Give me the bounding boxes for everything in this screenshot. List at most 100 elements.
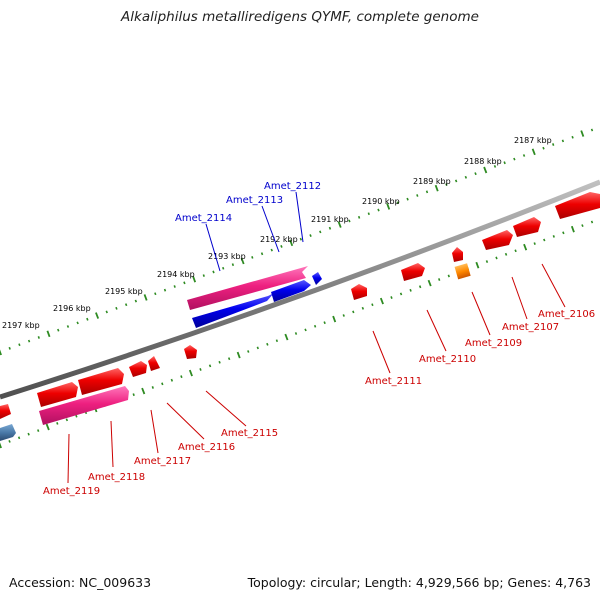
- outer-track-major-tick: [192, 275, 197, 283]
- inner-track-minor-tick: [361, 306, 365, 310]
- inner-track-minor-tick: [27, 432, 30, 436]
- gene-arrow-amet-2119[interactable]: [39, 386, 129, 425]
- outer-track-minor-tick: [37, 336, 40, 339]
- outer-track-major-tick: [240, 257, 245, 265]
- inner-track-minor-tick: [275, 339, 279, 343]
- gene-label-amet-2107[interactable]: Amet_2107: [502, 322, 559, 333]
- inner-track-major-tick: [427, 279, 432, 287]
- ruler-label-2193: 2193 kbp: [208, 252, 246, 261]
- inner-track-major-tick: [0, 442, 2, 449]
- inner-track-minor-tick: [447, 274, 450, 278]
- inner-track-minor-tick: [208, 364, 212, 368]
- gene-label-amet-2115[interactable]: Amet_2115: [221, 428, 278, 439]
- gene-arrow-amet-2118b[interactable]: [37, 382, 78, 407]
- inner-track-minor-tick: [399, 292, 403, 296]
- outer-track-minor-tick: [348, 219, 351, 223]
- outer-track-major-tick: [95, 312, 100, 319]
- outer-track-minor-tick: [406, 197, 409, 201]
- inner-track-minor-tick: [390, 296, 393, 299]
- outer-track-major-tick: [0, 349, 2, 356]
- inner-track-minor-tick: [227, 357, 231, 361]
- outer-track-minor-tick: [377, 208, 380, 212]
- gene-label-amet-2114[interactable]: Amet_2114: [175, 213, 232, 224]
- gene-label-amet-2111[interactable]: Amet_2111: [365, 376, 422, 387]
- outer-track-minor-tick: [357, 215, 361, 219]
- genome-backbone: [0, 179, 600, 400]
- gene-arrow-amet-2106[interactable]: [555, 192, 600, 219]
- outer-track-minor-tick: [454, 179, 458, 183]
- outer-track-minor-tick: [222, 266, 225, 270]
- inner-track-minor-tick: [218, 360, 221, 364]
- inner-track-major-tick: [523, 243, 528, 251]
- gene-arrow-amet-2112[interactable]: [187, 266, 308, 310]
- inner-track-minor-tick: [514, 249, 517, 253]
- gene-label-amet-2117[interactable]: Amet_2117: [134, 456, 191, 467]
- outer-track-major-tick: [289, 239, 294, 247]
- gene-label-amet-2112[interactable]: Amet_2112: [264, 181, 321, 192]
- outer-track-minor-tick: [328, 226, 332, 230]
- ruler-label-2194: 2194 kbp: [157, 270, 195, 279]
- inner-track-minor-tick: [409, 288, 412, 292]
- inner-track-minor-tick: [170, 378, 174, 382]
- gene-label-amet-2116[interactable]: Amet_2116: [178, 442, 235, 453]
- outer-track-minor-tick: [590, 128, 594, 132]
- gene-label-amet-2106[interactable]: Amet_2106: [538, 309, 595, 320]
- gene-arrow-amet-2111[interactable]: [351, 284, 367, 300]
- outer-track-minor-tick: [183, 281, 186, 285]
- inner-tick-track: [0, 220, 594, 449]
- gene-arrow-amet-2117[interactable]: [129, 361, 147, 377]
- gene-arrow-left-edge-steel[interactable]: [0, 424, 16, 441]
- outer-track-minor-tick: [57, 328, 60, 332]
- gene-arrow-amet-2107[interactable]: [513, 217, 541, 237]
- inner-track-minor-tick: [132, 393, 135, 397]
- inner-track-minor-tick: [590, 220, 594, 224]
- gene-label-amet-2110[interactable]: Amet_2110: [419, 354, 476, 365]
- outer-track-minor-tick: [231, 263, 235, 267]
- gene-arrow-amet-2109[interactable]: [452, 247, 463, 262]
- gene-label-amet-2113[interactable]: Amet_2113: [226, 195, 283, 206]
- ruler-label-2196: 2196 kbp: [53, 304, 91, 313]
- inner-track-minor-tick: [533, 242, 536, 245]
- inner-track-minor-tick: [37, 429, 40, 432]
- gene-arrow-amet-2113[interactable]: [192, 293, 274, 328]
- outer-track-major-tick: [580, 130, 585, 137]
- ruler-label-2192: 2192 kbp: [260, 235, 298, 244]
- gene-label-amet-2118[interactable]: Amet_2118: [88, 472, 145, 483]
- inner-track-minor-tick: [352, 310, 355, 314]
- leader-lines: [67, 191, 566, 484]
- inner-track-minor-tick: [151, 386, 154, 389]
- inner-track-minor-tick: [75, 414, 78, 418]
- gene-box-amet-2109[interactable]: [454, 263, 471, 280]
- gene-label-amet-2119[interactable]: Amet_2119: [43, 486, 100, 497]
- gene-arrow-amet-2113b[interactable]: [271, 280, 311, 302]
- outer-track-minor-tick: [18, 343, 21, 347]
- gene-arrow-amet-2118[interactable]: [78, 368, 124, 395]
- gene-arrow-amet-2115[interactable]: [184, 345, 197, 359]
- ruler-label-2187: 2187 kbp: [514, 136, 552, 145]
- gene-label-amet-2109[interactable]: Amet_2109: [465, 338, 522, 349]
- ruler-label-2190: 2190 kbp: [362, 197, 400, 206]
- outer-track-minor-tick: [173, 285, 176, 288]
- inner-track-minor-tick: [266, 342, 269, 346]
- gene-arrow-amet-2110[interactable]: [401, 263, 425, 281]
- outer-track-minor-tick: [86, 317, 89, 321]
- inner-track-minor-tick: [438, 278, 441, 281]
- inner-track-minor-tick: [180, 375, 183, 379]
- inner-track-minor-tick: [304, 328, 307, 332]
- gene-arrow-amet-2116[interactable]: [148, 356, 160, 371]
- inner-track-minor-tick: [562, 231, 565, 235]
- ruler-label-2189: 2189 kbp: [413, 177, 451, 186]
- inner-track-minor-tick: [8, 439, 11, 443]
- outer-track-major-tick: [46, 330, 51, 338]
- outer-track-minor-tick: [115, 306, 118, 310]
- outer-track-minor-tick: [280, 245, 283, 248]
- outer-track-major-tick: [531, 148, 536, 156]
- inner-track-minor-tick: [342, 314, 345, 317]
- outer-track-minor-tick: [464, 175, 468, 179]
- gene-arrow-left-edge-red[interactable]: [0, 404, 11, 419]
- gene-arrow-amet-2114[interactable]: [312, 272, 322, 285]
- outer-track-minor-tick: [522, 154, 526, 157]
- inner-track-minor-tick: [199, 368, 202, 371]
- gene-arrow-amet-2107b[interactable]: [482, 230, 513, 250]
- outer-track-minor-tick: [474, 172, 477, 176]
